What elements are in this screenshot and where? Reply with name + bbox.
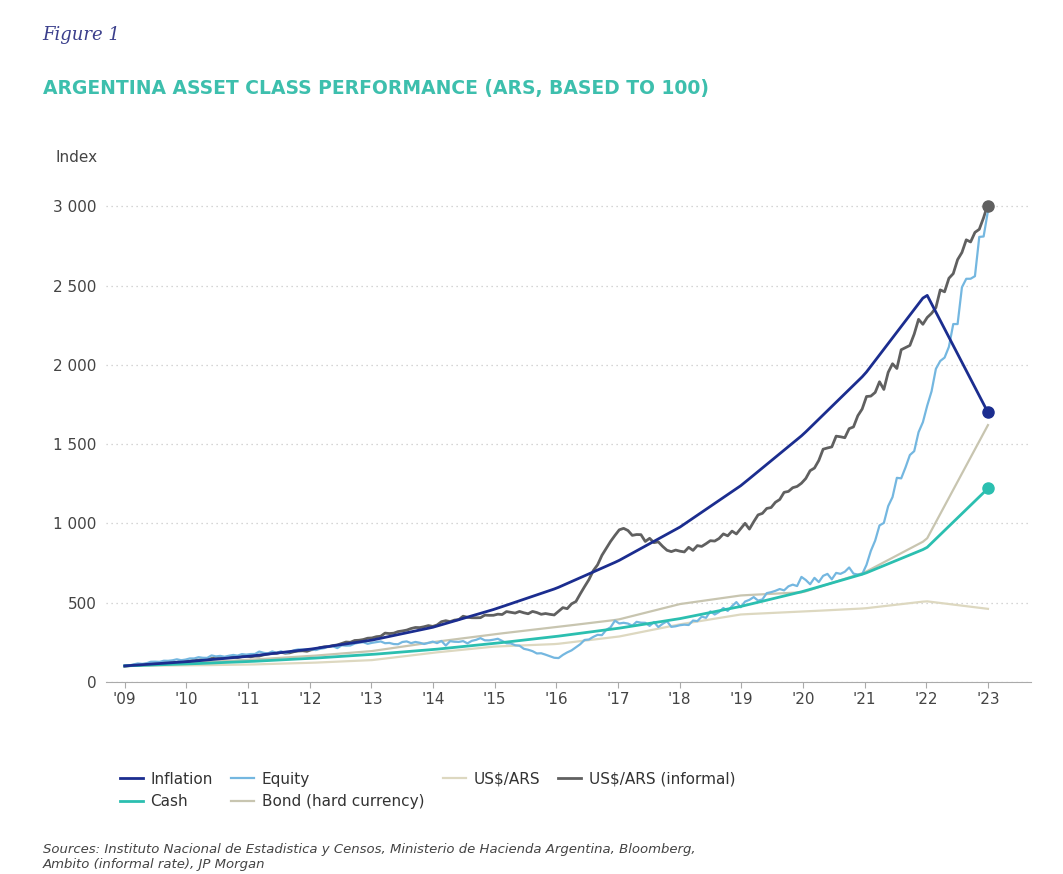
Legend: Inflation, Cash, Equity, Bond (hard currency), US$/ARS, US$/ARS (informal): Inflation, Cash, Equity, Bond (hard curr… <box>114 766 741 815</box>
Text: ARGENTINA ASSET CLASS PERFORMANCE (ARS, BASED TO 100): ARGENTINA ASSET CLASS PERFORMANCE (ARS, … <box>43 79 709 98</box>
Text: Figure 1: Figure 1 <box>43 26 120 45</box>
Text: Sources: Instituto Nacional de Estadistica y Censos, Ministerio de Hacienda Arge: Sources: Instituto Nacional de Estadisti… <box>43 843 695 871</box>
Text: Index: Index <box>55 149 98 164</box>
